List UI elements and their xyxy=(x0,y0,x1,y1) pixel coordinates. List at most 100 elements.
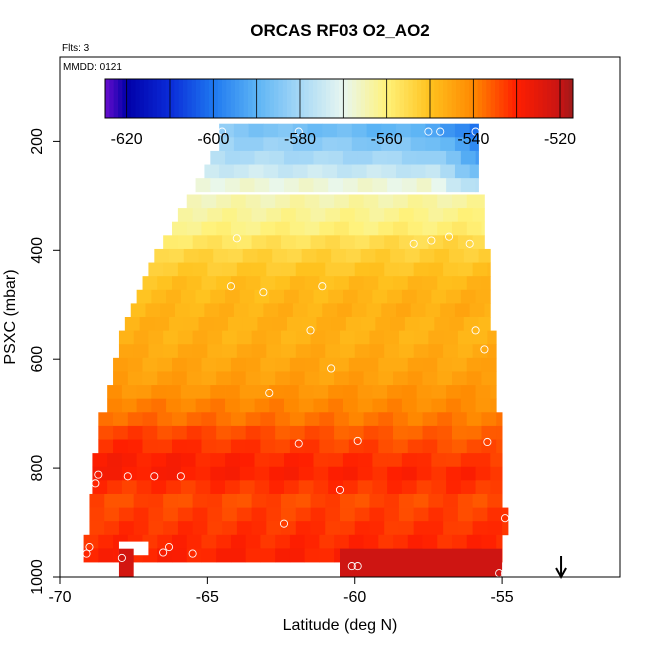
heatmap-cell xyxy=(354,208,370,223)
heatmap-cell xyxy=(298,398,314,413)
heatmap-cell xyxy=(239,453,255,468)
heatmap-cell xyxy=(295,507,311,522)
heatmap-cell xyxy=(298,178,314,193)
heatmap-cell xyxy=(225,150,241,165)
colorbar-segment xyxy=(313,79,318,118)
heatmap-cell xyxy=(490,453,503,468)
heatmap-cell xyxy=(248,137,264,152)
heatmap-cell xyxy=(157,371,173,386)
heatmap-cell xyxy=(148,344,164,359)
heatmap-cell xyxy=(431,289,447,304)
heatmap-cell xyxy=(284,150,300,165)
flight-marker xyxy=(424,127,433,136)
heatmap-cell xyxy=(216,412,232,427)
heatmap-cell xyxy=(357,178,373,193)
heatmap-cell xyxy=(186,194,202,209)
heatmap-cell xyxy=(460,466,476,481)
heatmap-cell xyxy=(422,534,438,549)
heatmap-cell xyxy=(242,248,258,263)
colorbar-segment xyxy=(243,79,249,118)
heatmap-cell xyxy=(289,425,306,440)
chart-title: ORCAS RF03 O2_AO2 xyxy=(250,21,430,40)
heatmap-cell xyxy=(348,221,364,236)
colorbar-tick-label: -540 xyxy=(457,131,489,148)
heatmap-cell xyxy=(278,123,294,138)
heatmap-cell xyxy=(245,425,261,440)
heatmap-cell xyxy=(325,330,341,345)
heatmap-cell xyxy=(334,221,350,236)
heatmap-cell xyxy=(216,194,232,209)
heatmap-cell xyxy=(404,317,420,332)
heatmap-cell xyxy=(201,357,217,372)
heatmap-cell xyxy=(154,317,170,332)
heatmap-cell xyxy=(304,412,320,427)
colorbar-segment xyxy=(430,79,435,118)
heatmap-cell xyxy=(378,276,394,291)
heatmap-cell xyxy=(118,493,135,508)
heatmap-cell xyxy=(310,262,326,277)
heatmap-cell xyxy=(284,480,300,495)
heatmap-cell xyxy=(284,466,300,481)
colorbar-segment xyxy=(165,79,171,118)
heatmap-cell xyxy=(351,123,367,138)
heatmap-cell xyxy=(284,289,300,304)
heatmap-cell xyxy=(342,453,359,468)
heatmap-cell xyxy=(416,385,432,400)
heatmap-cell xyxy=(284,178,300,193)
colorbar-segment xyxy=(356,79,362,118)
heatmap-cell xyxy=(375,248,391,263)
colorbar-segment xyxy=(334,79,340,118)
colorbar-segment xyxy=(326,79,331,118)
colorbar-segment xyxy=(464,79,470,118)
heatmap-cell xyxy=(428,330,444,345)
heatmap-cell xyxy=(133,493,149,508)
heatmap-cell xyxy=(269,480,285,495)
heatmap-cell xyxy=(118,507,135,522)
heatmap-cell xyxy=(381,137,397,152)
heatmap-cell xyxy=(216,534,232,549)
heatmap-cell xyxy=(393,276,409,291)
heatmap-cell xyxy=(357,480,373,495)
heatmap-cell xyxy=(172,425,188,440)
heatmap-cell xyxy=(210,466,226,481)
colorbar-segment xyxy=(282,79,288,118)
heatmap-cell xyxy=(384,262,400,277)
heatmap-cell xyxy=(304,439,320,454)
heatmap-cell xyxy=(192,330,208,345)
heatmap-cell xyxy=(148,330,164,345)
colorbar-segment xyxy=(490,79,496,118)
heatmap-cell xyxy=(328,150,344,165)
x-axis: -70 -65 -60 -55 xyxy=(48,577,514,606)
heatmap-cell xyxy=(372,289,388,304)
heatmap-cell xyxy=(428,235,444,250)
heatmap-cell xyxy=(452,357,468,372)
heatmap-cell xyxy=(83,548,99,563)
heatmap-cell xyxy=(443,235,459,250)
heatmap-cell xyxy=(121,480,138,495)
heatmap-cell xyxy=(469,137,479,152)
heatmap-cell xyxy=(254,480,270,495)
heatmap-cell xyxy=(257,248,273,263)
heatmap-cell xyxy=(446,398,462,413)
heatmap-cell xyxy=(369,521,385,536)
heatmap-cell xyxy=(372,385,388,400)
y-axis: 200 400 600 800 1000 xyxy=(29,128,60,595)
heatmap-cell xyxy=(460,150,476,165)
colorbar-segment xyxy=(365,79,370,118)
heatmap-cell xyxy=(446,453,462,468)
heatmap-cell xyxy=(286,317,303,332)
heatmap-cell xyxy=(416,398,432,413)
heatmap-cell xyxy=(363,412,379,427)
heatmap-cell xyxy=(113,425,129,440)
heatmap-cell xyxy=(292,137,308,152)
colorbar-segment xyxy=(538,79,544,118)
flight-marker xyxy=(232,234,241,243)
heatmap-cell xyxy=(219,303,235,318)
heatmap-cell xyxy=(183,317,199,332)
heatmap-cell xyxy=(357,466,373,481)
colorbar-segment xyxy=(460,79,466,118)
heatmap-cell xyxy=(177,235,194,250)
colorbar-segment xyxy=(330,79,336,118)
heatmap-cell xyxy=(431,466,447,481)
flight-marker xyxy=(347,562,356,571)
